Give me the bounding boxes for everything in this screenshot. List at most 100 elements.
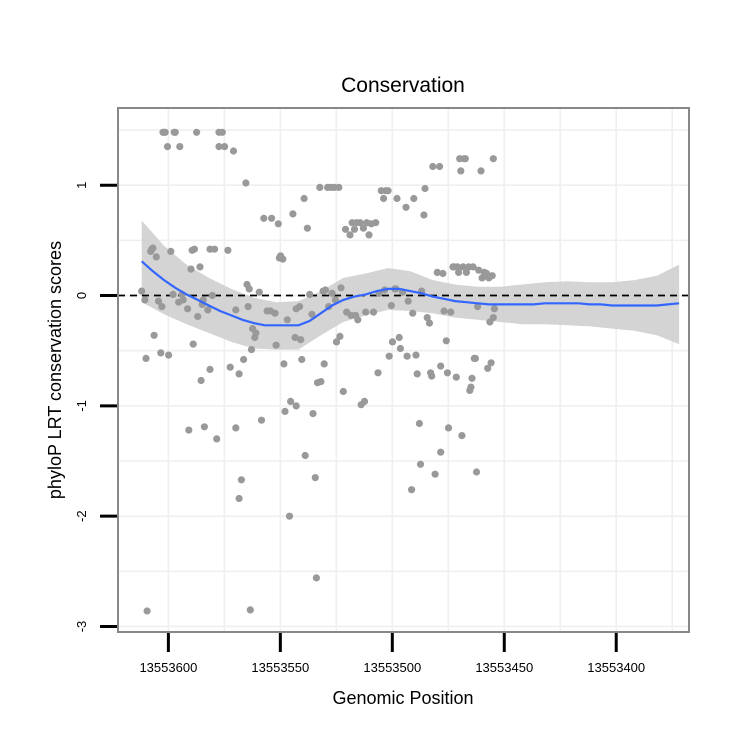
data-point [437, 448, 445, 456]
data-point [152, 253, 160, 261]
data-point [320, 360, 328, 368]
data-point [423, 314, 431, 322]
data-point [171, 128, 179, 136]
x-axis-title: Genomic Position [332, 688, 473, 708]
data-point [321, 286, 329, 294]
data-point [141, 296, 149, 304]
data-point [475, 266, 483, 274]
data-point [283, 316, 291, 324]
smooth-line-path [140, 260, 680, 327]
data-point [396, 344, 404, 353]
data-point [404, 297, 412, 305]
data-point [317, 378, 325, 386]
data-point [281, 407, 289, 415]
data-point [395, 333, 403, 342]
data-point [287, 397, 295, 405]
data-point [428, 372, 436, 380]
data-point [487, 359, 495, 367]
data-point [308, 310, 316, 318]
data-point [490, 305, 498, 313]
data-point [336, 332, 344, 340]
data-point [274, 220, 282, 228]
smooth-trend-line [140, 260, 680, 327]
data-point [420, 211, 428, 219]
data-point [235, 494, 243, 503]
data-point [268, 214, 276, 222]
data-point [291, 333, 299, 342]
data-point [471, 354, 479, 362]
data-point [232, 424, 240, 432]
data-point [457, 167, 465, 175]
data-point [306, 290, 314, 298]
data-point [484, 364, 492, 372]
data-point [372, 219, 380, 227]
data-point [452, 373, 460, 381]
data-point [346, 231, 354, 239]
data-point [384, 187, 392, 195]
data-point [356, 219, 364, 227]
data-point [161, 128, 169, 136]
data-point [488, 272, 496, 280]
y-tick-label: 0 [74, 292, 89, 299]
data-point [443, 369, 451, 377]
chart-title: Conservation [341, 74, 465, 97]
data-point [240, 355, 248, 364]
data-point [257, 416, 266, 424]
data-point [255, 288, 263, 296]
data-point [360, 397, 369, 405]
ribbon-band [141, 220, 680, 350]
data-point [354, 316, 362, 324]
data-point [362, 308, 370, 316]
data-point [237, 476, 245, 484]
data-point [154, 297, 163, 305]
data-point [196, 263, 204, 271]
data-point [437, 362, 445, 370]
y-axis-title: phyloP LRT conservation scores [45, 241, 65, 499]
data-point [385, 352, 393, 360]
y-tick-label: -1 [74, 400, 89, 412]
data-point [409, 309, 417, 317]
data-point [157, 349, 165, 357]
data-point [150, 331, 158, 339]
y-tick-label: -2 [74, 510, 89, 522]
data-point [478, 274, 486, 282]
data-point [388, 338, 397, 346]
data-point [158, 303, 166, 311]
data-point [300, 194, 308, 203]
data-point [335, 183, 343, 191]
data-point [280, 360, 288, 368]
data-point [339, 387, 347, 396]
data-point [221, 143, 229, 151]
data-point [489, 155, 497, 163]
y-tick-label: 1 [74, 182, 89, 189]
data-point [402, 203, 410, 211]
data-point [440, 307, 448, 315]
data-point [469, 263, 477, 271]
data-point [312, 574, 320, 582]
data-point [436, 162, 444, 171]
data-point [365, 231, 373, 239]
data-point [213, 435, 221, 443]
data-point [474, 303, 482, 311]
data-point [453, 263, 462, 271]
data-point [468, 374, 476, 382]
data-point [458, 432, 466, 440]
data-point [138, 287, 146, 295]
data-point [285, 512, 294, 520]
data-point [292, 402, 300, 410]
data-point [429, 162, 437, 171]
data-point [242, 179, 250, 187]
data-point [328, 289, 336, 297]
data-point [316, 183, 324, 191]
data-point [143, 607, 151, 615]
data-point [380, 194, 388, 203]
data-point [410, 194, 418, 203]
confidence-ribbon [141, 220, 680, 350]
data-point [179, 296, 187, 304]
data-point [184, 305, 192, 313]
data-point [387, 301, 395, 310]
data-point [252, 329, 260, 337]
data-point [245, 285, 253, 293]
x-axis: 13553600 13553550 13553500 13553450 13553400 [139, 633, 645, 675]
